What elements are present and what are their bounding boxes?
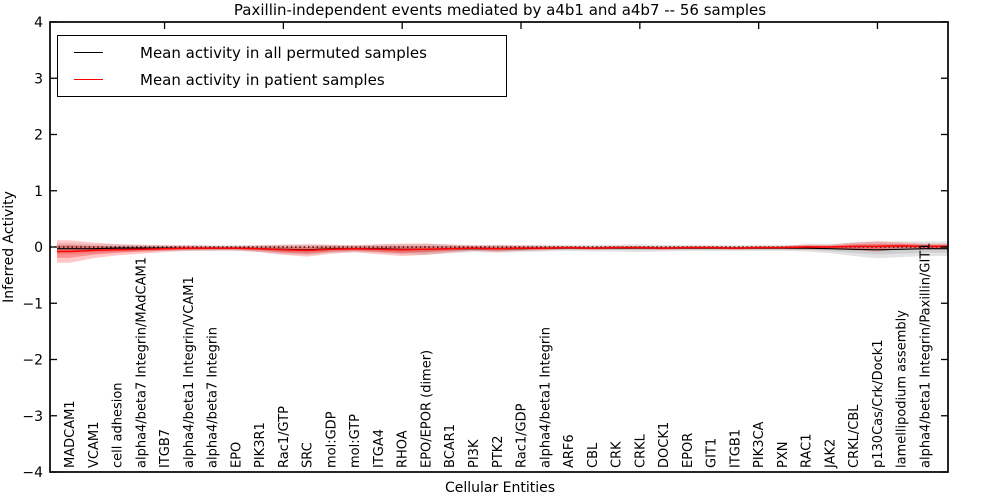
x-category-label: CRKL [633,433,648,468]
x-category-label: JAK2 [823,439,838,469]
x-category-label: MADCAM1 [63,400,78,468]
y-tick-label: 2 [34,128,43,144]
legend-label-permuted: Mean activity in all permuted samples [140,43,427,62]
x-category-label: Rac1/GTP [277,406,292,468]
legend-item-patient: Mean activity in patient samples [58,66,506,93]
x-axis-label: Cellular Entities [444,480,556,496]
chart-title: Paxillin-independent events mediated by … [233,1,767,19]
x-category-label: Rac1/GDP [515,403,530,468]
x-category-label: SRC [301,442,316,468]
x-category-label: RAC1 [800,433,815,468]
x-category-label: alpha4/beta7 Integrin [206,327,221,468]
legend-item-permuted: Mean activity in all permuted samples [58,39,506,66]
x-category-label: alpha4/beta1 Integrin/VCAM1 [182,276,197,468]
permuted-std-band-outer [57,241,948,259]
x-category-label: CRK [610,441,625,468]
x-category-label: EPO/EPOR (dimer) [419,350,434,468]
x-category-label: mol:GDP [324,411,339,468]
x-category-label: PIK3CA [752,421,767,468]
x-category-label: CRKL/CBL [847,404,862,468]
x-category-label: cell adhesion [111,382,126,468]
x-category-label: PXN [776,442,791,468]
y-tick-label: −4 [22,465,43,481]
y-tick-label: −2 [22,353,43,369]
x-category-label: CBL [586,442,601,468]
x-category-label: PTK2 [491,435,506,468]
x-category-label: alpha4/beta1 Integrin/Paxillin/GIT1 [919,242,934,468]
x-category-label: ITGB1 [728,429,743,468]
y-tick-label: −1 [22,296,43,312]
x-category-label: EPO [229,442,244,468]
permuted-line-swatch [74,52,103,53]
y-tick-label: −3 [22,409,43,425]
patient-line-swatch [74,79,103,80]
patient-mean-line [57,245,948,253]
legend-label-patient: Mean activity in patient samples [140,70,385,89]
legend-box: Mean activity in all permuted samples Me… [57,35,507,97]
x-category-label: alpha4/beta1 Integrin [538,327,553,468]
patient-std-band-outer [57,240,948,263]
y-tick-label: 4 [34,15,43,31]
x-category-label: DOCK1 [657,422,672,468]
x-category-label: lamellipodium assembly [895,310,910,468]
y-tick-label: 0 [34,240,43,256]
x-category-label: ITGA4 [372,429,387,468]
y-axis-label: Inferred Activity [1,191,17,303]
x-category-label: ITGB7 [158,429,173,468]
y-tick-label: 3 [34,71,43,87]
x-category-label: alpha4/beta7 Integrin/MAdCAM1 [134,257,149,468]
x-category-label: PIK3R1 [253,422,268,468]
x-category-label: BCAR1 [443,424,458,468]
x-category-label: ARF6 [562,434,577,468]
x-category-label: EPOR [681,433,696,468]
x-category-label: p130Cas/Crk/Dock1 [871,339,886,468]
x-category-label: RHOA [396,430,411,468]
x-category-label: PI3K [467,439,482,468]
x-category-label: VCAM1 [87,422,102,468]
x-category-label: GIT1 [705,438,720,468]
x-category-label: mol:GTP [348,414,363,468]
y-tick-label: 1 [34,184,43,200]
